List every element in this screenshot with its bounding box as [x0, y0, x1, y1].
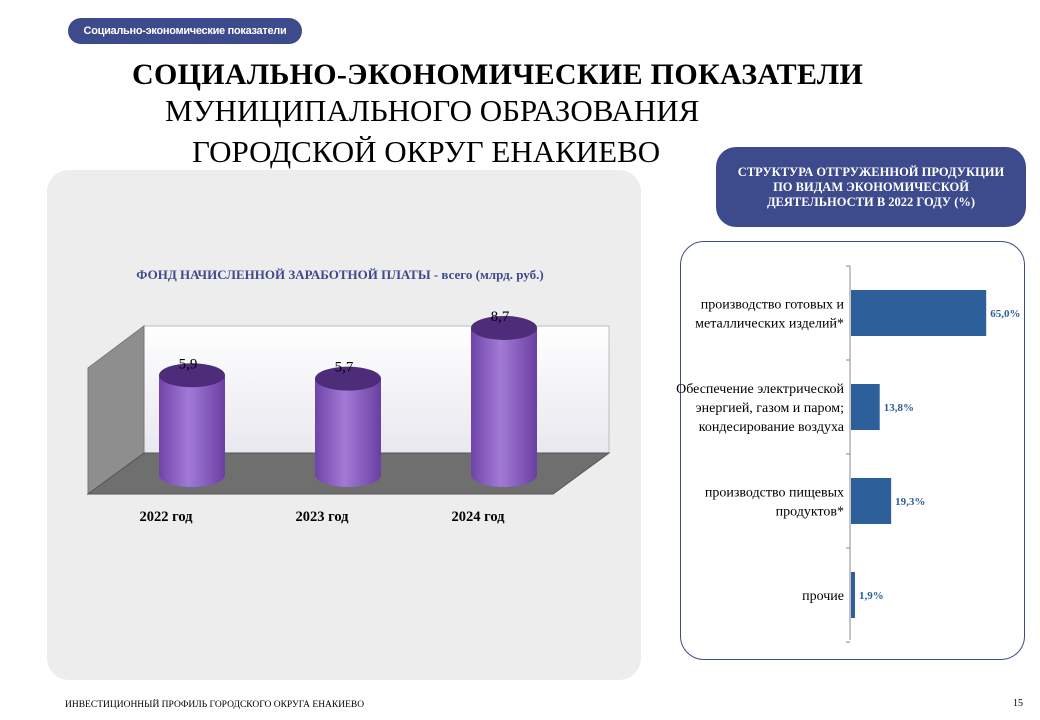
structure-bar: [851, 572, 855, 618]
wage-category-label: 2023 год: [295, 509, 349, 525]
page-number: 15: [1013, 698, 1023, 709]
footer-text: ИНВЕСТИЦИОННЫЙ ПРОФИЛЬ ГОРОДСКОГО ОКРУГА…: [65, 700, 365, 710]
wage-bar: [315, 378, 381, 487]
structure-category-line: металлических изделий*: [695, 317, 844, 332]
wage-bar: [159, 375, 225, 487]
structure-chart-title: СТРУКТУРА ОТГРУЖЕННОЙ ПРОДУКЦИИ ПО ВИДАМ…: [737, 164, 1005, 209]
structure-bar: [851, 478, 892, 524]
section-tag: Социально-экономические показатели: [68, 18, 302, 44]
wage-bar-top: [471, 315, 537, 340]
structure-category-line: кондесирование воздуха: [699, 420, 845, 435]
structure-value-label: 65,0%: [990, 308, 1020, 320]
wage-bar: [471, 327, 537, 487]
wage-value-label: 5,7: [335, 360, 354, 376]
structure-value-label: 13,8%: [884, 402, 914, 414]
wage-value-label: 5,9: [179, 356, 198, 372]
wage-value-label: 8,7: [491, 309, 510, 325]
structure-chart-header: СТРУКТУРА ОТГРУЖЕННОЙ ПРОДУКЦИИ ПО ВИДАМ…: [716, 147, 1026, 227]
page-title-line3: ГОРОДСКОЙ ОКРУГ ЕНАКИЕВО: [192, 134, 661, 169]
structure-category-line: Обеспечение электрической: [676, 382, 844, 397]
structure-category-label: Обеспечение электрической энергией, газом…: [676, 382, 845, 435]
wage-category-label: 2022 год: [139, 509, 193, 525]
structure-category-line: производство готовых и: [701, 298, 845, 313]
structure-value-label: 19,3%: [895, 496, 925, 508]
structure-category-label: производство пищевых продуктов*: [705, 486, 844, 520]
page-title-line1: СОЦИАЛЬНО-ЭКОНОМИЧЕСКИЕ ПОКАЗАТЕЛИ: [132, 58, 864, 91]
structure-category-label: прочие: [802, 589, 844, 604]
wage-category-label: 2024 год: [451, 509, 505, 525]
structure-value-label: 1,9%: [859, 590, 884, 602]
page-title-line2: МУНИЦИПАЛЬНОГО ОБРАЗОВАНИЯ: [165, 93, 700, 128]
structure-category-line: прочие: [802, 589, 844, 604]
wage-bar-top: [159, 363, 225, 388]
structure-category-line: продуктов*: [776, 505, 844, 520]
structure-category-line: энергией, газом и паром;: [696, 401, 844, 416]
structure-bar: [851, 384, 880, 430]
wage-fund-chart-title: ФОНД НАЧИСЛЕННОЙ ЗАРАБОТНОЙ ПЛАТЫ - всег…: [136, 267, 544, 282]
structure-category-line: производство пищевых: [705, 486, 844, 501]
structure-bar: [851, 290, 987, 336]
structure-category-label: производство готовых и металлических изде…: [695, 298, 844, 332]
wage-bar-top: [315, 366, 381, 391]
